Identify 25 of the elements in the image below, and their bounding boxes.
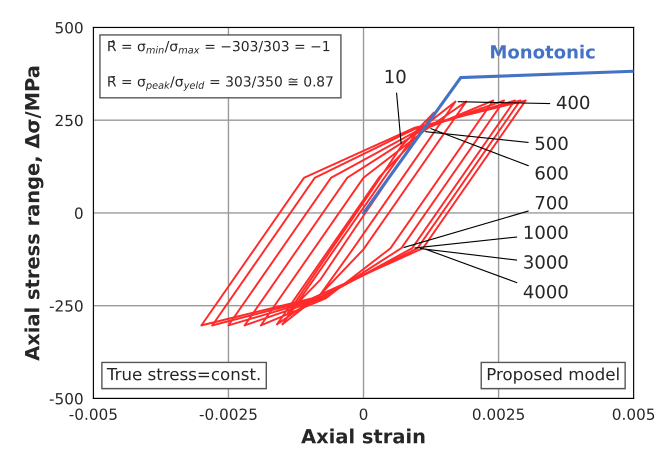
annotation: 700 <box>536 196 568 210</box>
x-axis-title: Axial strain <box>301 428 424 444</box>
annotation: 10 <box>386 70 406 84</box>
y-tick-label: 250 <box>56 114 83 126</box>
annotation: True stress=const. <box>106 368 260 380</box>
x-tick-label: 0.005 <box>612 408 654 420</box>
y-tick-label: 0 <box>74 207 83 219</box>
annotation: 400 <box>556 96 590 110</box>
annotation: R̄ = σ$_{peak}$/σ$_{yeld}$ = 303/350 ≅ 0.87 <box>108 76 333 91</box>
annotation: 1000 <box>524 225 568 240</box>
y-axis-title: Axial stress range, Δσ/MPa <box>24 66 44 361</box>
x-tick-label: -0.005 <box>70 408 117 420</box>
annotation: R̂ = σ$_{min}$/σ$_{max}$ = −303/303 = −1 <box>108 40 330 54</box>
y-tick-label: -500 <box>50 392 83 404</box>
y-tick-label: -250 <box>50 300 83 312</box>
y-tick-label: 500 <box>56 22 83 34</box>
x-tick-label: 0 <box>360 408 368 420</box>
annotation: 500 <box>536 136 568 150</box>
x-tick-label: 0.0025 <box>472 408 524 420</box>
annotation: Proposed model <box>488 367 619 384</box>
annotation: 3000 <box>524 255 568 269</box>
annotation: 4000 <box>524 284 568 299</box>
x-tick-label: -0.0025 <box>200 408 257 420</box>
annotation: 600 <box>536 166 568 180</box>
series-label: Monotonic <box>491 44 595 59</box>
